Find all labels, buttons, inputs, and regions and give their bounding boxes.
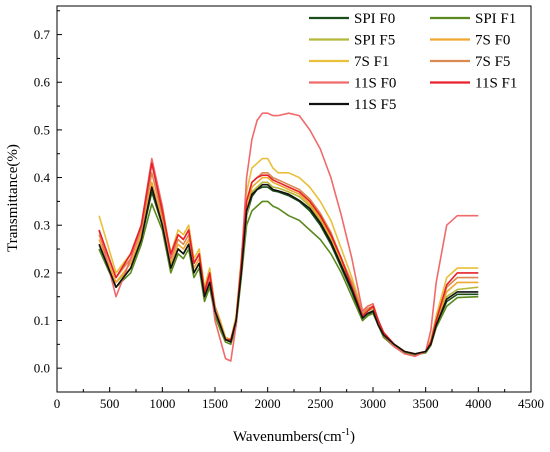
series-line-11s-f5: [98, 183, 479, 355]
x-axis-title-superscript: -1: [342, 427, 350, 438]
y-axis: 0.0 0.1 0.2 0.3 0.4 0.5 0.6 0.7: [34, 10, 62, 376]
y-axis-title: Transmittance(%): [5, 144, 21, 252]
x-tick-label: 500: [100, 396, 120, 411]
x-axis-title-close: ): [350, 429, 355, 445]
series-layer: [98, 112, 479, 362]
x-tick-label: 2000: [255, 396, 281, 411]
legend-label: 11S F5: [354, 97, 396, 113]
legend-label: 7S F0: [475, 33, 510, 49]
legend-label: 7S F5: [475, 54, 510, 70]
legend-label: SPI F5: [354, 33, 395, 49]
x-axis-title-main: Wavenumbers(cm: [233, 429, 342, 445]
y-tick-label: 0.3: [34, 218, 50, 233]
series-line-11s-f0: [98, 112, 479, 362]
y-tick-label: 0.0: [34, 361, 50, 376]
x-axis-title: Wavenumbers(cm-1): [233, 427, 355, 445]
legend-label: 11S F0: [354, 76, 396, 92]
series-line-spi-f5: [98, 181, 479, 355]
y-tick-label: 0.2: [34, 265, 50, 280]
x-tick-label: 1000: [149, 396, 175, 411]
y-tick-label: 0.1: [34, 313, 50, 328]
x-tick-label: 1500: [202, 396, 228, 411]
y-tick-label: 0.4: [34, 170, 51, 185]
x-tick-label: 4500: [518, 396, 544, 411]
x-tick-label: 0: [54, 396, 61, 411]
series-line-spi-f1: [98, 200, 479, 356]
x-tick-label: 4000: [465, 396, 491, 411]
legend-label: SPI F1: [475, 11, 516, 27]
y-tick-label: 0.7: [34, 27, 51, 42]
legend-label: SPI F0: [354, 11, 395, 27]
y-tick-label: 0.5: [34, 122, 50, 137]
legend-label: 7S F1: [354, 54, 389, 70]
y-tick-label: 0.6: [34, 75, 51, 90]
x-tick-label: 2500: [307, 396, 333, 411]
x-tick-label: 3500: [413, 396, 439, 411]
x-axis: 0 500 1000 1500 2000 2500 3000 3500 4000 4500: [54, 387, 544, 411]
legend-label: 11S F1: [475, 76, 517, 92]
legend: SPI F0 SPI F1 SPI F5 7S F0 7S F1 7S F5 11S F0 1…: [309, 11, 517, 113]
x-tick-label: 3000: [360, 396, 386, 411]
